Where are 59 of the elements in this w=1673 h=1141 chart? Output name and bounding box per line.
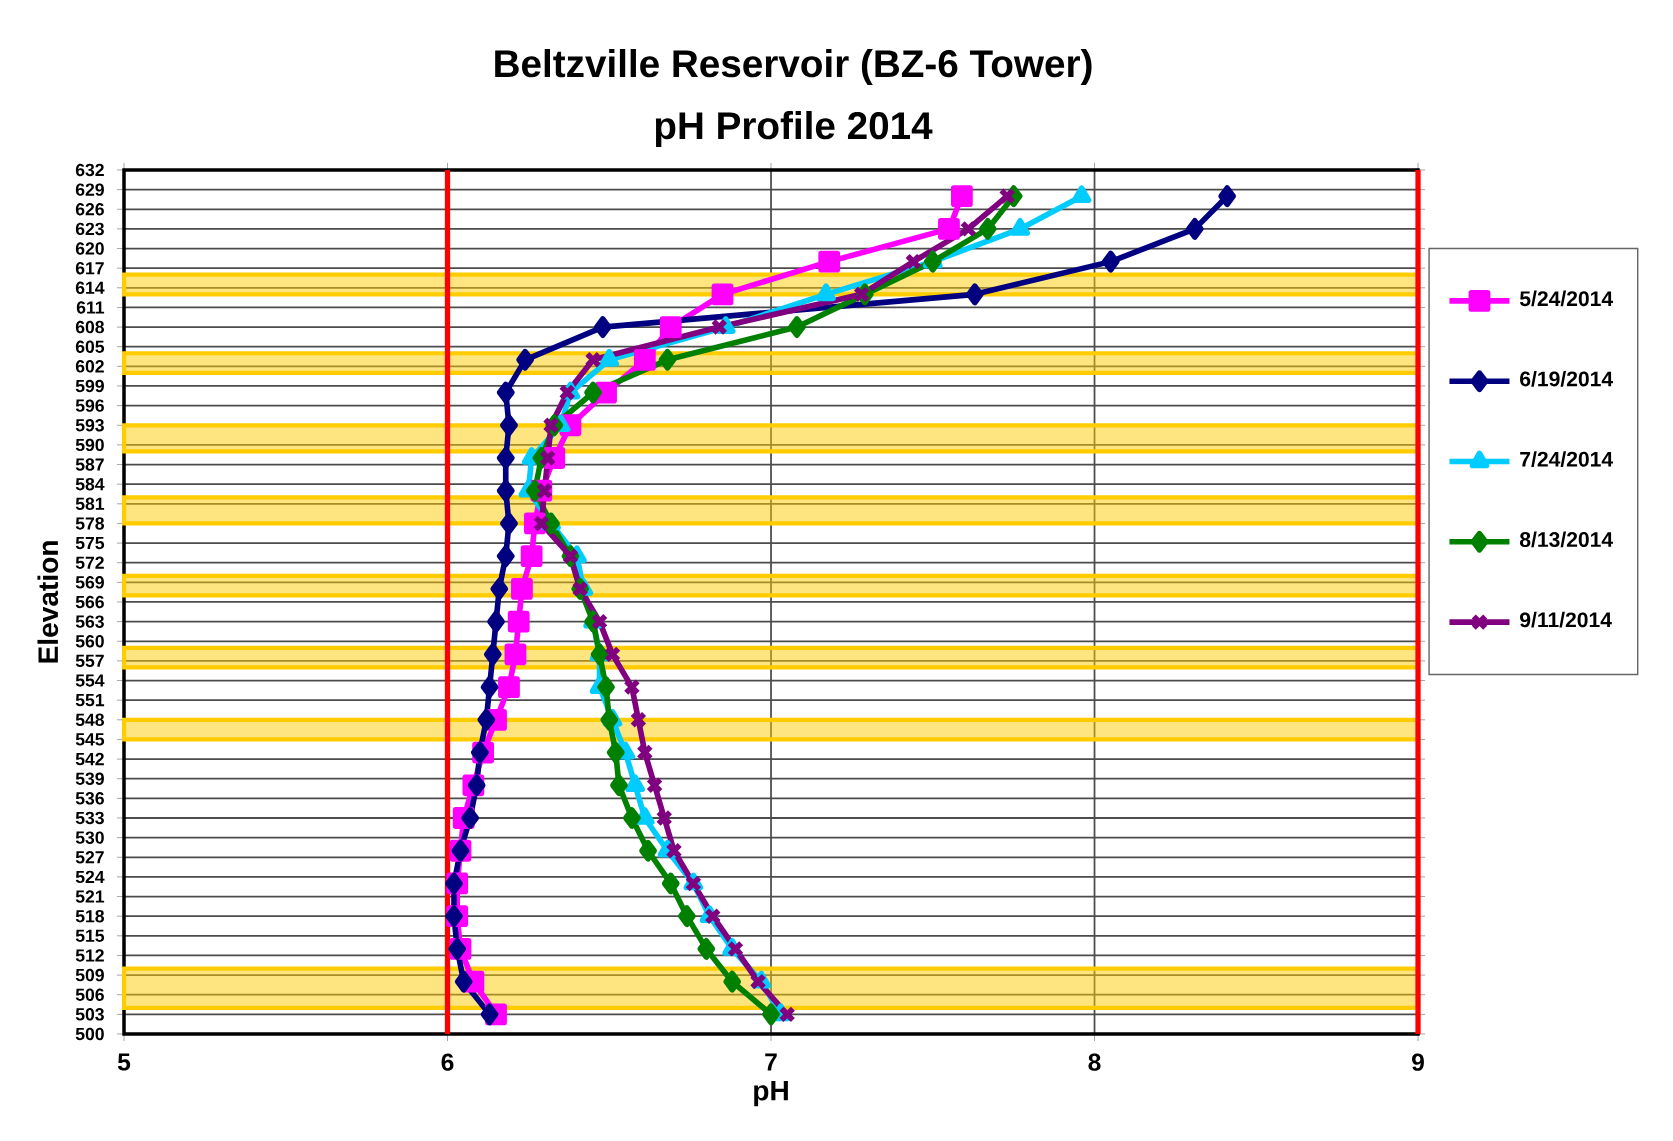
- legend-label: 6/19/2014: [1520, 370, 1614, 387]
- y-axis-title: Elevation: [37, 541, 59, 663]
- y-tick-label: 566: [75, 595, 104, 609]
- y-tick-label: 539: [75, 772, 104, 785]
- y-tick-label: 515: [75, 929, 105, 942]
- y-tick-label: 611: [76, 301, 105, 314]
- y-tick-label: 509: [75, 968, 104, 982]
- y-tick-label: 608: [75, 320, 105, 334]
- y-tick-label: 560: [75, 635, 104, 648]
- y-tick-label: 617: [75, 261, 104, 275]
- y-tick-label: 524: [75, 870, 105, 884]
- legend-label: 5/24/2014: [1519, 290, 1614, 307]
- x-tick-label: 5: [117, 1053, 131, 1071]
- y-tick-label: 548: [75, 713, 105, 727]
- y-tick-label: 500: [75, 1027, 104, 1041]
- y-tick-label: 590: [75, 438, 104, 452]
- y-tick-label: 512: [75, 949, 104, 962]
- y-tick-label: 596: [75, 399, 104, 412]
- y-tick-label: 518: [75, 909, 105, 923]
- x-axis-title: pH: [754, 1080, 788, 1107]
- y-tick-label: 563: [75, 615, 104, 628]
- y-tick-label: 623: [75, 222, 104, 236]
- y-tick-label: 527: [75, 851, 104, 864]
- y-tick-label: 602: [75, 360, 104, 373]
- y-tick-label: 581: [75, 497, 105, 511]
- y-tick-label: 554: [75, 674, 105, 687]
- y-tick-label: 506: [75, 988, 104, 1001]
- y-tick-label: 536: [75, 792, 104, 805]
- y-tick-label: 521: [75, 890, 105, 903]
- y-tick-label: 584: [75, 477, 105, 491]
- legend-label: 8/13/2014: [1519, 531, 1614, 548]
- y-tick-label: 629: [75, 183, 104, 196]
- x-tick-label: 6: [441, 1053, 454, 1071]
- y-tick-label: 632: [75, 163, 104, 177]
- y-tick-label: 557: [75, 654, 104, 668]
- y-tick-label: 620: [75, 242, 104, 255]
- y-tick-label: 587: [75, 458, 104, 471]
- y-tick-label: 572: [75, 556, 104, 569]
- y-tick-label: 542: [75, 752, 104, 766]
- x-tick-label: 9: [1412, 1053, 1424, 1071]
- y-tick-label: 551: [75, 694, 105, 707]
- y-tick-label: 530: [75, 831, 104, 844]
- chart-subtitle: pH Profile 2014: [655, 110, 933, 147]
- y-tick-label: 533: [75, 811, 104, 825]
- y-tick-label: 614: [75, 281, 105, 295]
- y-tick-label: 569: [75, 576, 104, 589]
- x-tick-label: 7: [765, 1053, 777, 1071]
- y-tick-label: 626: [75, 203, 104, 216]
- y-tick-label: 503: [75, 1008, 104, 1021]
- x-tick-label: 8: [1088, 1053, 1101, 1071]
- legend-label: 9/11/2014: [1520, 611, 1612, 628]
- chart-title: Beltzville Reservoir (BZ-6 Tower): [495, 48, 1092, 85]
- legend-label: 7/24/2014: [1520, 451, 1614, 467]
- y-tick-label: 575: [75, 536, 105, 550]
- y-tick-label: 593: [75, 419, 104, 432]
- y-tick-label: 605: [75, 340, 105, 353]
- y-tick-label: 545: [75, 733, 105, 746]
- y-tick-label: 578: [75, 517, 105, 530]
- y-tick-label: 599: [75, 379, 104, 393]
